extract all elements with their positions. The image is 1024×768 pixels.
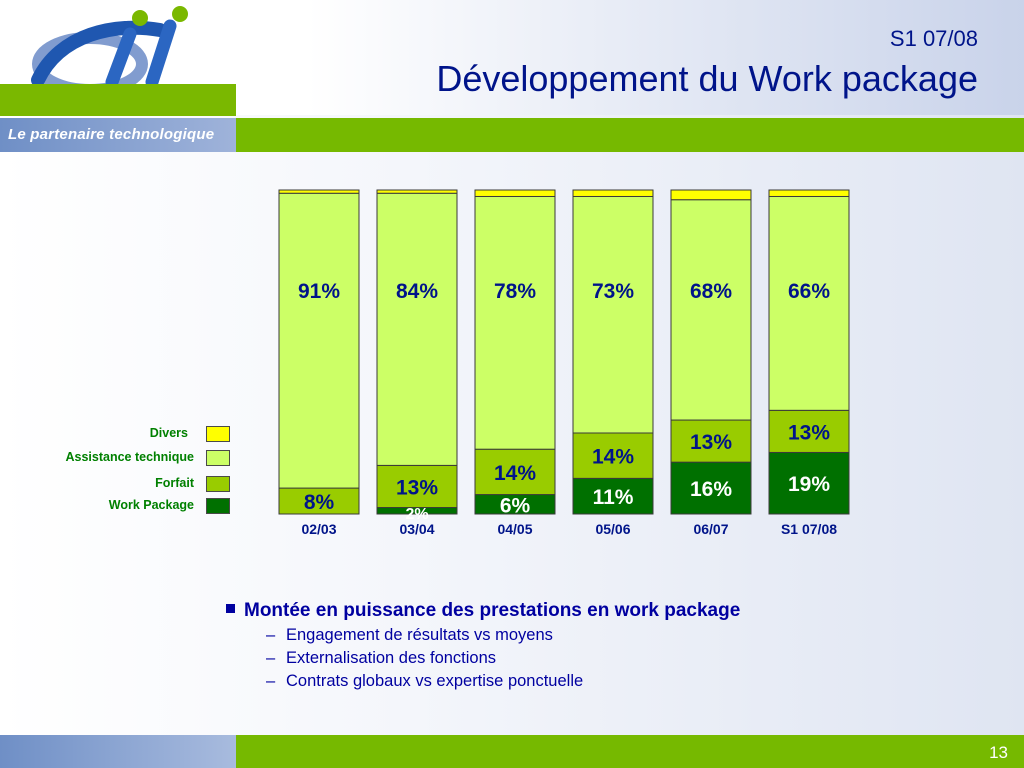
data-label-work-package: 6% xyxy=(500,494,531,517)
data-label-forfait: 8% xyxy=(304,491,335,514)
period-label: S1 07/08 xyxy=(889,26,978,51)
logo-green-band xyxy=(0,84,236,116)
legend-swatch xyxy=(206,498,230,514)
data-label-assistance-technique: 91% xyxy=(298,280,340,303)
logo xyxy=(31,6,188,90)
bar-segment-divers xyxy=(278,189,360,194)
page-number: 13 xyxy=(989,743,1008,762)
data-label-forfait: 14% xyxy=(494,462,536,485)
bar-segment-assistance-technique xyxy=(572,195,654,434)
legend-item-work-package: Work Package xyxy=(30,498,230,514)
bullet-main: Montée en puissance des prestations en w… xyxy=(226,600,926,622)
bar-segment-assistance-technique xyxy=(278,192,360,489)
footer-left-band xyxy=(0,735,236,768)
category-label: 04/05 xyxy=(497,521,532,537)
data-label-assistance-technique: 78% xyxy=(494,280,536,303)
sub-bullet: – Externalisation des fonctions xyxy=(266,649,926,668)
bullet-block: Montée en puissance des prestations en w… xyxy=(226,600,926,691)
bar-segment-forfait xyxy=(572,432,654,479)
category-label: 03/04 xyxy=(399,521,434,537)
data-label-forfait: 13% xyxy=(788,421,830,444)
footer-right-band xyxy=(236,735,1024,768)
legend-label: Work Package xyxy=(108,498,194,512)
data-label-work-package: 2% xyxy=(405,506,428,523)
bar-segment-work-package xyxy=(768,451,850,515)
category-label: 05/06 xyxy=(595,521,630,537)
data-label-forfait: 13% xyxy=(396,476,438,499)
sub-bullet-text: Externalisation des fonctions xyxy=(286,649,497,667)
data-label-assistance-technique: 84% xyxy=(396,280,438,303)
dash-icon: – xyxy=(266,672,276,690)
sub-bullet-text: Contrats globaux vs expertise ponctuelle xyxy=(286,672,584,690)
bar-segment-assistance-technique xyxy=(474,195,556,450)
sub-bullet-text: Engagement de résultats vs moyens xyxy=(286,626,553,644)
bar-segment-assistance-technique xyxy=(670,199,752,421)
legend-swatch xyxy=(206,450,230,466)
header-green-rule xyxy=(236,118,1024,152)
page-title: Développement du Work package xyxy=(436,58,978,99)
data-label-work-package: 19% xyxy=(788,473,830,496)
legend-swatch xyxy=(206,476,230,492)
bar-segment-forfait xyxy=(670,419,752,463)
data-label-work-package: 11% xyxy=(593,486,634,509)
legend-label: Divers xyxy=(149,426,188,440)
bar-segment-forfait xyxy=(376,464,458,509)
bullet-main-text: Montée en puissance des prestations en w… xyxy=(244,600,741,621)
dash-icon: – xyxy=(266,649,276,667)
square-bullet-icon xyxy=(226,604,235,613)
category-label: 02/03 xyxy=(301,521,336,537)
bar-segment-assistance-technique xyxy=(376,192,458,466)
legend-label: Assistance technique xyxy=(65,450,194,464)
bar-segment-divers xyxy=(768,189,850,197)
legend-swatch xyxy=(206,426,230,442)
sub-bullet: – Contrats globaux vs expertise ponctuell… xyxy=(266,672,926,691)
bar-segment-work-package xyxy=(572,477,654,515)
legend-item-forfait: Forfait xyxy=(30,476,230,492)
bar-segment-divers xyxy=(670,189,752,201)
data-label-assistance-technique: 66% xyxy=(788,280,830,303)
data-label-assistance-technique: 73% xyxy=(592,280,634,303)
sub-bullet: – Engagement de résultats vs moyens xyxy=(266,626,926,645)
bar-segment-divers xyxy=(474,189,556,197)
bar-segment-divers xyxy=(376,189,458,194)
data-label-forfait: 13% xyxy=(690,431,732,454)
stacked-bar-chart: 8% 91% 02/03 2% 13% 84% 03/04 6% 14% 78% 04/05 11% 1… xyxy=(278,189,850,537)
bar-segment-assistance-technique xyxy=(768,195,850,411)
data-label-assistance-technique: 68% xyxy=(690,280,732,303)
bar-segment-divers xyxy=(572,189,654,197)
legend-label: Forfait xyxy=(155,476,194,490)
category-label: 06/07 xyxy=(693,521,728,537)
bar-segment-work-package xyxy=(670,461,752,515)
bar-segment-forfait xyxy=(768,409,850,453)
legend-item-divers: Divers xyxy=(30,426,230,442)
tagline: Le partenaire technologique xyxy=(8,126,215,143)
legend-item-assistance: Assistance technique xyxy=(30,450,230,466)
data-label-work-package: 16% xyxy=(690,478,732,501)
tagline-bar xyxy=(0,118,236,152)
dash-icon: – xyxy=(266,626,276,644)
bar-segment-forfait xyxy=(278,487,360,515)
data-label-forfait: 14% xyxy=(592,446,634,469)
category-label: S1 07/08 xyxy=(781,521,837,537)
